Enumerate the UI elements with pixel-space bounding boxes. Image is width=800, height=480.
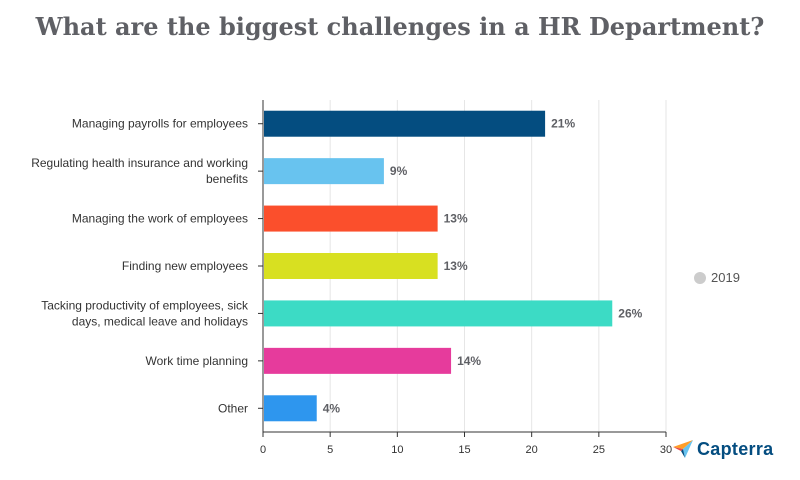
legend-label: 2019 xyxy=(711,270,740,285)
x-tick-label: 15 xyxy=(458,444,470,456)
bar xyxy=(264,253,438,279)
x-tick-label: 20 xyxy=(526,444,538,456)
brand-name: Capterra xyxy=(697,438,774,459)
category-label: Regulating health insurance and working xyxy=(31,156,248,170)
legend[interactable]: 2019 xyxy=(694,270,740,285)
bar xyxy=(264,110,546,137)
bar xyxy=(264,395,317,422)
data-label: 14% xyxy=(457,354,481,368)
category-label: Other xyxy=(218,401,248,415)
data-label: 4% xyxy=(323,401,341,415)
x-tick-label: 0 xyxy=(260,444,266,456)
category-label: Managing the work of employees xyxy=(72,212,248,226)
data-label: 13% xyxy=(444,212,468,226)
capterra-logo-icon xyxy=(673,440,693,458)
x-tick-label: 10 xyxy=(391,444,403,456)
category-label: Work time planning xyxy=(146,354,249,368)
category-label: benefits xyxy=(206,172,248,186)
category-label: Managing payrolls for employees xyxy=(72,117,248,131)
x-tick-label: 25 xyxy=(593,444,605,456)
chart-title: What are the biggest challenges in a HR … xyxy=(35,12,765,41)
bar xyxy=(264,347,452,374)
x-tick-label: 30 xyxy=(660,444,672,456)
category-label: Tacking productivity of employees, sick xyxy=(41,298,249,312)
bar xyxy=(264,158,384,185)
bars xyxy=(264,110,613,422)
x-tick-label: 5 xyxy=(327,444,333,456)
axes: 0 5 10 15 20 25 30 xyxy=(258,100,672,456)
data-label: 13% xyxy=(444,259,468,273)
legend-marker xyxy=(694,271,706,284)
labels: 21% Managing payrolls for employees 9% Regu… xyxy=(31,117,642,416)
data-label: 26% xyxy=(618,306,642,320)
category-label: days, medical leave and holidays xyxy=(72,314,248,328)
data-label: 9% xyxy=(390,164,408,178)
data-label: 21% xyxy=(551,117,575,131)
category-label: Finding new employees xyxy=(122,259,248,273)
bar xyxy=(264,205,438,232)
capterra-logo: Capterra xyxy=(672,438,773,460)
bar xyxy=(264,300,613,327)
